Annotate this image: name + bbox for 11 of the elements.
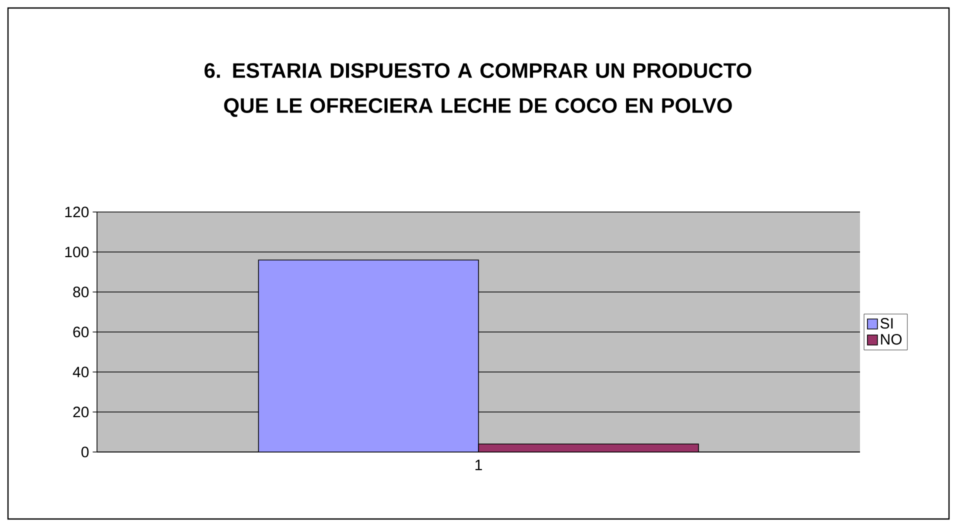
y-tick-label: 100: [65, 246, 89, 258]
y-tick-label: 120: [65, 206, 89, 218]
y-tick-label: 40: [72, 366, 89, 378]
y-tick-label: 60: [73, 326, 89, 338]
y-tick-label: 0: [81, 446, 89, 458]
legend-label: SI: [880, 318, 893, 329]
y-tick-label: 20: [73, 406, 89, 418]
chart-title: 6. ESTARIA DISPUESTO A COMPRAR UN PRODUCTO QUE LE OFRECIERA LECHE DE COCO EN POLVO: [204, 63, 752, 117]
legend-label: NO: [881, 334, 902, 345]
x-tick-label: 1: [475, 460, 482, 470]
y-tick-label: 80: [73, 286, 89, 298]
